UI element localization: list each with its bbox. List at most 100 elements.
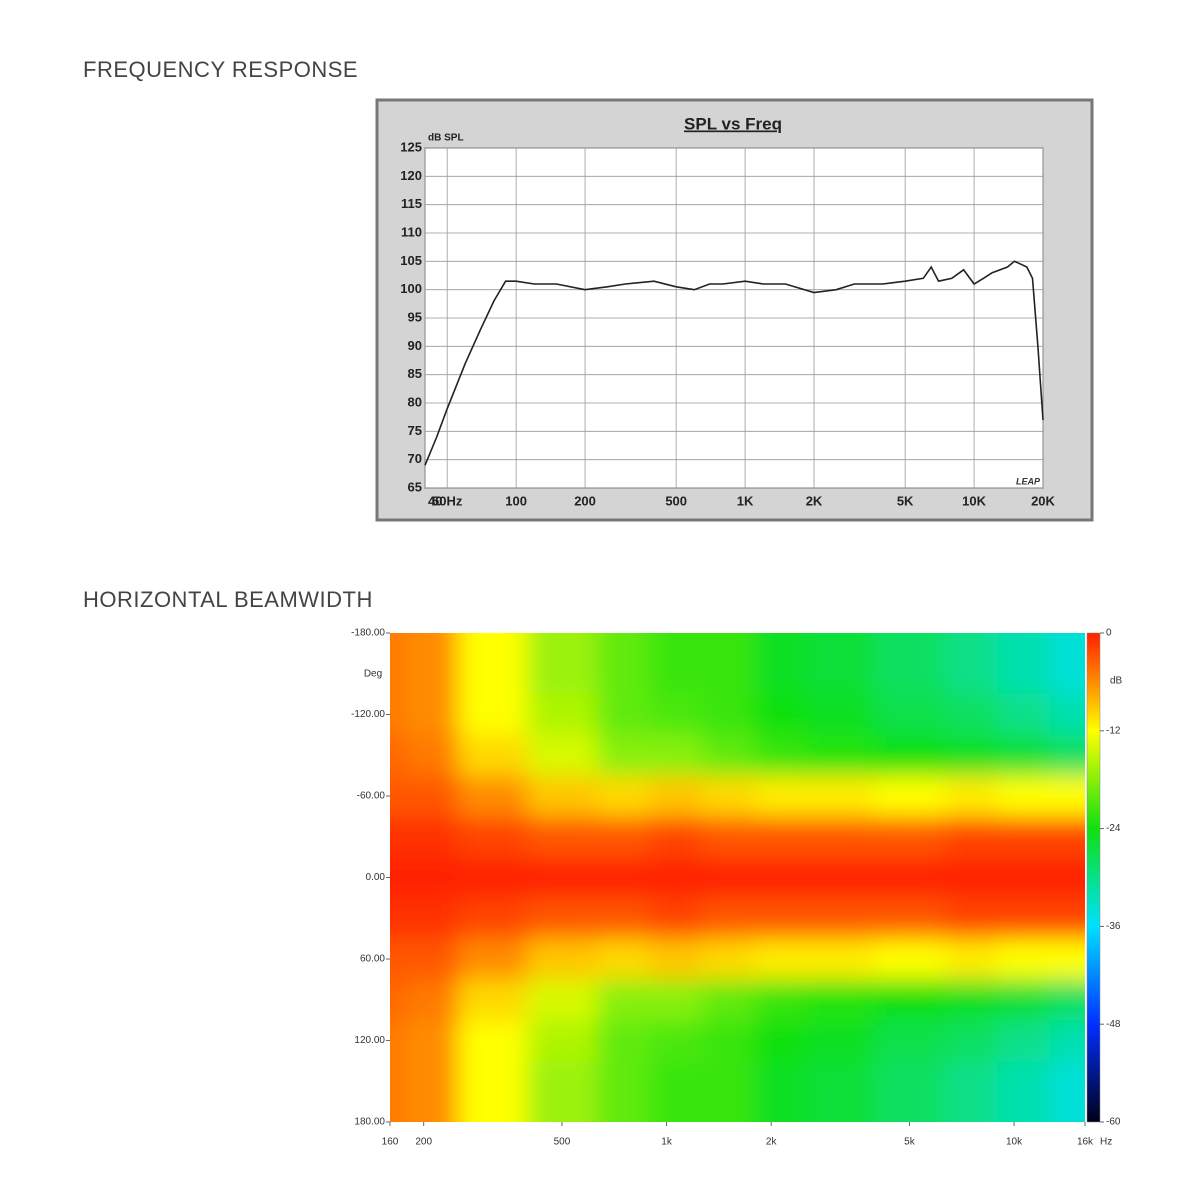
- heatmap-cell: [1049, 734, 1085, 777]
- y-tick-label: 95: [408, 309, 422, 324]
- heatmap-cell: [874, 1101, 946, 1122]
- heatmap-cell: [997, 653, 1051, 695]
- watermark: LEAP: [1016, 476, 1041, 486]
- heatmap-cell: [390, 775, 408, 817]
- heatmap-cell: [457, 633, 528, 654]
- heatmap-cell: [390, 816, 408, 858]
- heatmap-cell: [406, 938, 459, 980]
- heatmap-cell: [597, 1101, 651, 1122]
- x-tick-label: 160: [382, 1137, 399, 1148]
- heatmap-cell: [1049, 897, 1085, 940]
- y-tick-label: 70: [408, 451, 422, 466]
- heatmap-cell: [1049, 816, 1085, 858]
- y-tick-label: -60.00: [357, 791, 386, 802]
- heatmap-cell: [406, 816, 459, 858]
- x-tick-label: 10k: [1006, 1137, 1023, 1148]
- y-tick-label: -180.00: [351, 628, 385, 639]
- heatmap-cell: [390, 694, 408, 736]
- x-tick-label: 50Hz: [432, 493, 463, 508]
- y-tick-label: 60.00: [360, 954, 385, 965]
- heatmap-cell: [649, 816, 703, 858]
- heatmap-cell: [805, 653, 876, 695]
- x-tick-label: 500: [554, 1137, 571, 1148]
- heatmap-cell: [649, 653, 703, 695]
- heatmap-cell: [754, 775, 806, 817]
- heatmap-cell: [649, 1060, 703, 1103]
- heatmap-cell: [527, 694, 598, 736]
- heatmap-cell: [805, 1020, 876, 1062]
- heatmap-cell: [805, 775, 876, 817]
- heatmap-cell: [649, 734, 703, 777]
- x-tick-label: 500: [665, 493, 687, 508]
- y-tick-label: -120.00: [351, 709, 385, 720]
- heatmap-cell: [390, 1020, 408, 1062]
- heatmap-cell: [649, 857, 703, 899]
- heatmap-cell: [649, 938, 703, 980]
- heatmap-cell: [527, 816, 598, 858]
- heatmap-cell: [702, 979, 755, 1021]
- heatmap-cell: [527, 633, 598, 654]
- colorbar-tick-label: -24: [1106, 823, 1121, 834]
- heatmap-cell: [702, 816, 755, 858]
- section-heading: HORIZONTAL BEAMWIDTH: [83, 587, 373, 612]
- heatmap-cell: [649, 1020, 703, 1062]
- heatmap-cell: [702, 1060, 755, 1103]
- heatmap-cell: [390, 938, 408, 980]
- heatmap-cell: [649, 897, 703, 940]
- heatmap-cell: [527, 653, 598, 695]
- heatmap-cell: [702, 734, 755, 777]
- heatmap-cell: [1049, 653, 1085, 695]
- heatmap-cell: [649, 775, 703, 817]
- heatmap-cell: [406, 979, 459, 1021]
- heatmap-cell: [457, 1020, 528, 1062]
- heatmap-cell: [997, 979, 1051, 1021]
- heatmap-cell: [944, 1101, 998, 1122]
- heatmap-cell: [805, 734, 876, 777]
- heatmap-cell: [527, 857, 598, 899]
- y-axis-label: Deg: [364, 669, 382, 680]
- heatmap-cell: [390, 1060, 408, 1103]
- heatmap-cell: [527, 979, 598, 1021]
- y-tick-label: 180.00: [354, 1117, 385, 1128]
- x-tick-label: 10K: [962, 493, 986, 508]
- y-tick-label: 110: [401, 224, 422, 239]
- x-tick-label: 20K: [1031, 493, 1055, 508]
- heatmap-cell: [805, 816, 876, 858]
- heatmap-cell: [457, 897, 528, 940]
- heatmap-cell: [406, 694, 459, 736]
- heatmap-cell: [702, 897, 755, 940]
- heatmap-cell: [1049, 633, 1085, 654]
- heatmap-cell: [874, 694, 946, 736]
- heatmap-cell: [597, 734, 651, 777]
- heatmap-cell: [805, 979, 876, 1021]
- heatmap-cell: [649, 979, 703, 1021]
- heatmap-cell: [457, 1101, 528, 1122]
- y-tick-label: 100: [400, 281, 422, 296]
- heatmap-cell: [457, 857, 528, 899]
- heatmap-cell: [457, 1060, 528, 1103]
- heatmap-cell: [390, 633, 408, 654]
- heatmap-cell: [597, 979, 651, 1021]
- x-tick-label: 200: [574, 493, 596, 508]
- heatmap-cell: [1049, 857, 1085, 899]
- heatmap-cell: [702, 653, 755, 695]
- heatmap-cell: [874, 816, 946, 858]
- heatmap-cell: [390, 979, 408, 1021]
- heatmap-cell: [1049, 1060, 1085, 1103]
- heatmap-cell: [944, 897, 998, 940]
- x-tick-label: 16k: [1077, 1137, 1094, 1148]
- colorbar-tick-label: -48: [1106, 1019, 1121, 1030]
- heatmap-cell: [527, 938, 598, 980]
- heatmap-cell: [597, 938, 651, 980]
- heatmap-cell: [406, 734, 459, 777]
- heatmap-cell: [997, 734, 1051, 777]
- heatmap-cell: [997, 1020, 1051, 1062]
- heatmap-cell: [457, 979, 528, 1021]
- x-tick-label: 2K: [806, 493, 823, 508]
- y-tick-label: 105: [400, 253, 422, 268]
- heatmap-cell: [406, 1060, 459, 1103]
- heatmap-cells: [390, 633, 1085, 1122]
- heatmap-cell: [702, 633, 755, 654]
- heatmap-cell: [457, 816, 528, 858]
